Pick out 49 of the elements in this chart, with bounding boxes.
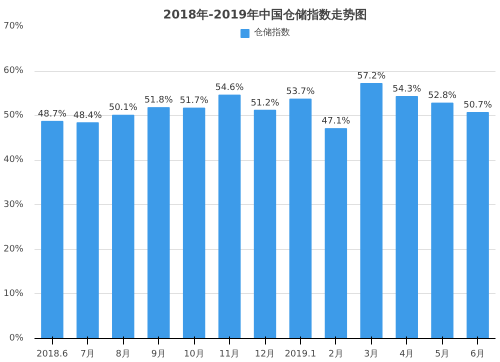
y-tick-label: 30% [3,200,24,210]
x-tick-label: 7月 [80,350,96,360]
data-label: 52.8% [428,91,458,102]
bar [41,120,64,338]
bar [112,114,134,338]
data-label: 57.2% [357,72,386,82]
y-tick-label: 0% [9,334,24,344]
y-tick-label: 10% [3,288,24,299]
data-label: 48.7% [38,109,67,120]
x-tick-label: 12月 [254,350,276,360]
x-tick-label: 5月 [434,350,450,360]
bar [466,112,489,338]
x-tick-label: 9月 [151,350,166,360]
data-label: 51.2% [250,98,280,108]
x-tick-label: 8月 [116,350,131,360]
x-tick-label: 4月 [399,350,414,360]
bar [431,102,454,338]
x-tick-label: 2月 [328,350,344,360]
chart-title: 2018年-2019年中国仓储指数走势图 [163,8,367,22]
y-tick-label: 20% [3,244,24,254]
x-tick-label: 2018.6 [36,350,68,360]
bar [182,108,206,338]
y-tick-label: 70% [3,22,24,32]
x-tick-label: 10月 [184,350,204,360]
data-label: 47.1% [322,116,351,127]
bar [218,94,241,338]
data-label: 50.1% [108,103,138,114]
bar [360,83,383,338]
data-label: 51.8% [144,96,174,106]
bar [324,128,348,338]
bar [254,110,276,338]
bar [289,98,312,338]
x-tick-label: 2019.1 [284,350,316,360]
x-tick-label: 3月 [364,350,379,360]
bar [396,96,418,338]
data-label: 53.7% [286,87,316,98]
bar [147,107,170,338]
bar [76,122,99,338]
y-tick-label: 60% [3,66,24,76]
legend-label: 仓储指数 [254,26,290,39]
data-label: 51.7% [180,96,209,106]
data-label: 50.7% [463,100,493,111]
data-label: 54.6% [215,83,244,94]
x-tick-label: 11月 [219,350,240,360]
data-label: 48.4% [73,110,102,121]
y-tick-label: 40% [3,155,24,166]
y-tick-label: 50% [3,110,24,121]
x-tick-label: 6月 [470,350,486,360]
data-label: 54.3% [392,84,422,94]
